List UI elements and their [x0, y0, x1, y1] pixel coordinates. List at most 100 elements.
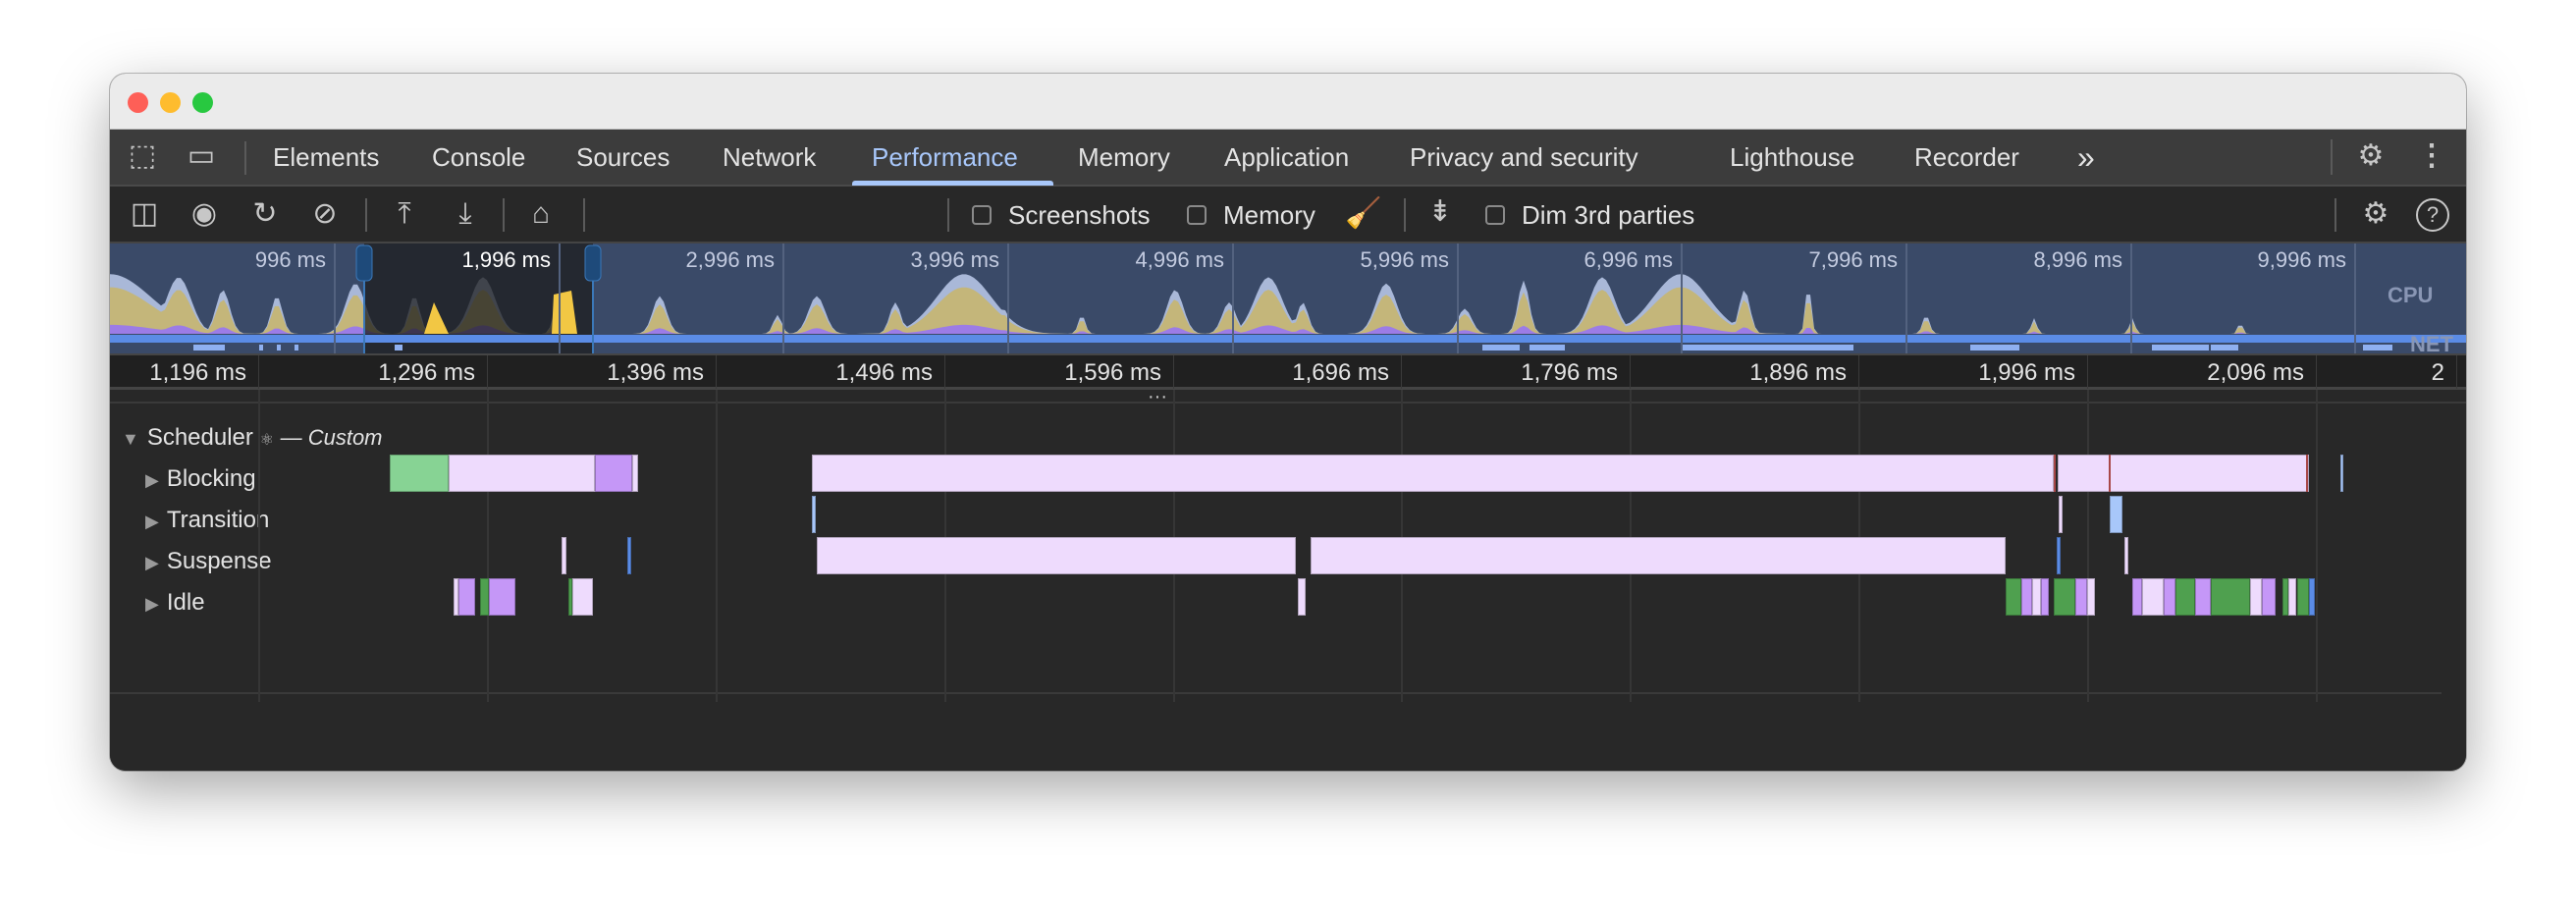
scheduler-event-bar[interactable]	[632, 455, 638, 492]
zoom-window-button[interactable]	[192, 92, 213, 113]
scheduler-event-bar[interactable]	[812, 455, 2054, 492]
download-profile-icon[interactable]: ⤓	[458, 197, 472, 230]
upload-profile-icon[interactable]: ⤒	[398, 197, 411, 230]
scheduler-event-bar[interactable]	[2041, 578, 2049, 616]
scheduler-event-bar[interactable]	[2211, 578, 2250, 616]
scheduler-event-bar[interactable]	[2175, 578, 2195, 616]
tab-memory[interactable]: Memory	[1078, 142, 1170, 172]
scheduler-event-bar[interactable]	[2164, 578, 2175, 616]
scheduler-event-bar[interactable]	[2124, 537, 2128, 574]
scheduler-event-bar[interactable]	[2057, 537, 2061, 574]
resize-handle[interactable]: ···	[1148, 386, 1167, 407]
scheduler-event-bar[interactable]	[2054, 455, 2056, 492]
tab-recorder[interactable]: Recorder	[1914, 142, 2019, 172]
expand-triangle-icon[interactable]: ▶	[145, 470, 159, 490]
scheduler-event-bar[interactable]	[568, 578, 572, 616]
network-request	[2363, 345, 2392, 351]
scheduler-event-bar[interactable]	[2262, 578, 2276, 616]
track-label: Blocking	[166, 465, 256, 492]
tab-console[interactable]: Console	[432, 142, 526, 172]
more-options-kebab-icon[interactable]: ⋮	[2417, 139, 2446, 172]
clear-icon[interactable]: ⊘	[312, 197, 338, 230]
track-suspense[interactable]: ▶ Suspense	[145, 548, 272, 575]
tab-elements[interactable]: Elements	[273, 142, 380, 172]
scheduler-event-bar[interactable]	[2309, 578, 2315, 616]
scheduler-event-bar[interactable]	[572, 578, 593, 616]
expand-triangle-icon[interactable]: ▶	[145, 594, 159, 614]
scheduler-event-bar[interactable]	[817, 537, 1296, 574]
expand-triangle-icon[interactable]: ▶	[145, 512, 159, 531]
tab-performance[interactable]: Performance	[872, 142, 1018, 172]
scheduler-event-bar[interactable]	[2340, 455, 2343, 492]
scheduler-event-bar[interactable]	[2032, 578, 2041, 616]
scheduler-event-bar[interactable]	[449, 455, 595, 492]
scheduler-event-bar[interactable]	[2250, 578, 2262, 616]
scheduler-event-bar[interactable]	[2021, 578, 2032, 616]
timeline-overview[interactable]: 996 ms 1,996 ms 2,996 ms 3,996 ms 4,996 ms 5,…	[110, 243, 2466, 356]
divider	[110, 402, 2466, 404]
overview-gridline	[1007, 243, 1009, 353]
expand-triangle-icon[interactable]: ▶	[145, 553, 159, 572]
tab-sources[interactable]: Sources	[576, 142, 671, 172]
selection-handle[interactable]	[355, 244, 373, 282]
scheduler-event-bar[interactable]	[390, 455, 449, 492]
network-request	[259, 345, 263, 351]
scheduler-event-bar[interactable]	[812, 496, 816, 533]
home-icon[interactable]: ⌂	[531, 197, 551, 230]
track-blocking[interactable]: ▶ Blocking	[145, 465, 256, 493]
divider	[365, 198, 367, 232]
collapse-tracks-icon[interactable]: ⇟	[1427, 195, 1453, 228]
device-toolbar-icon[interactable]: ▭	[187, 139, 216, 172]
time-ruler[interactable]: 1,196 ms 1,296 ms 1,396 ms 1,496 ms 1,596 ms…	[110, 353, 2466, 390]
scheduler-event-bar[interactable]	[2132, 578, 2142, 616]
close-window-button[interactable]	[128, 92, 148, 113]
scheduler-event-bar[interactable]	[1298, 578, 1306, 616]
capture-settings-gear-icon[interactable]: ⚙	[2362, 197, 2389, 230]
scheduler-event-bar[interactable]	[2306, 455, 2308, 492]
minimize-window-button[interactable]	[160, 92, 181, 113]
inspect-element-icon[interactable]: ⬚	[128, 139, 157, 172]
toggle-sidebar-icon[interactable]: ◫	[130, 197, 159, 230]
scheduler-event-bar[interactable]	[2075, 578, 2087, 616]
selection-handle[interactable]	[584, 244, 602, 282]
scheduler-event-bar[interactable]	[2195, 578, 2211, 616]
scheduler-event-bar[interactable]	[2059, 496, 2063, 533]
scheduler-event-bar[interactable]	[1311, 537, 2006, 574]
network-bar	[110, 335, 2466, 343]
track-idle[interactable]: ▶ Idle	[145, 589, 205, 617]
more-tabs-button[interactable]: »	[2077, 139, 2095, 175]
help-icon[interactable]: ?	[2416, 198, 2449, 232]
reload-record-icon[interactable]: ↻	[252, 197, 278, 230]
scheduler-event-bar[interactable]	[2058, 455, 2309, 492]
scheduler-event-bar[interactable]	[2054, 578, 2075, 616]
expand-triangle-icon[interactable]: ▼	[122, 429, 139, 449]
tab-privacy-and-security[interactable]: Privacy and security	[1410, 142, 1638, 172]
dim-3rd-parties-checkbox[interactable]	[1485, 205, 1505, 225]
scheduler-event-bar[interactable]	[2297, 578, 2309, 616]
scheduler-event-bar[interactable]	[2087, 578, 2095, 616]
tab-application[interactable]: Application	[1224, 142, 1350, 172]
scheduler-event-bar[interactable]	[480, 578, 489, 616]
scheduler-event-bar[interactable]	[454, 578, 458, 616]
scheduler-event-bar[interactable]	[2110, 496, 2122, 533]
record-icon[interactable]: ◉	[190, 197, 218, 230]
garbage-collect-broom-icon[interactable]: 🧹	[1345, 197, 1382, 230]
scheduler-event-bar[interactable]	[2282, 578, 2288, 616]
scheduler-event-bar[interactable]	[2006, 578, 2021, 616]
scheduler-event-bar[interactable]	[458, 578, 475, 616]
scheduler-event-bar[interactable]	[562, 537, 566, 574]
scheduler-event-bar[interactable]	[627, 537, 631, 574]
memory-checkbox[interactable]	[1187, 205, 1207, 225]
ruler-time-label: 1,896 ms	[1749, 359, 1847, 386]
scheduler-event-bar[interactable]	[2142, 578, 2164, 616]
scheduler-event-bar[interactable]	[2288, 578, 2296, 616]
scheduler-track-group[interactable]: ▼ Scheduler ⚛ — Custom	[122, 424, 383, 452]
tab-lighthouse[interactable]: Lighthouse	[1730, 142, 1855, 172]
scheduler-event-bar[interactable]	[595, 455, 632, 492]
scheduler-event-bar[interactable]	[489, 578, 515, 616]
track-transition[interactable]: ▶ Transition	[145, 507, 269, 534]
settings-gear-icon[interactable]: ⚙	[2357, 139, 2385, 172]
screenshots-checkbox[interactable]	[972, 205, 992, 225]
scheduler-event-bar[interactable]	[2109, 455, 2111, 492]
tab-network[interactable]: Network	[723, 142, 817, 172]
